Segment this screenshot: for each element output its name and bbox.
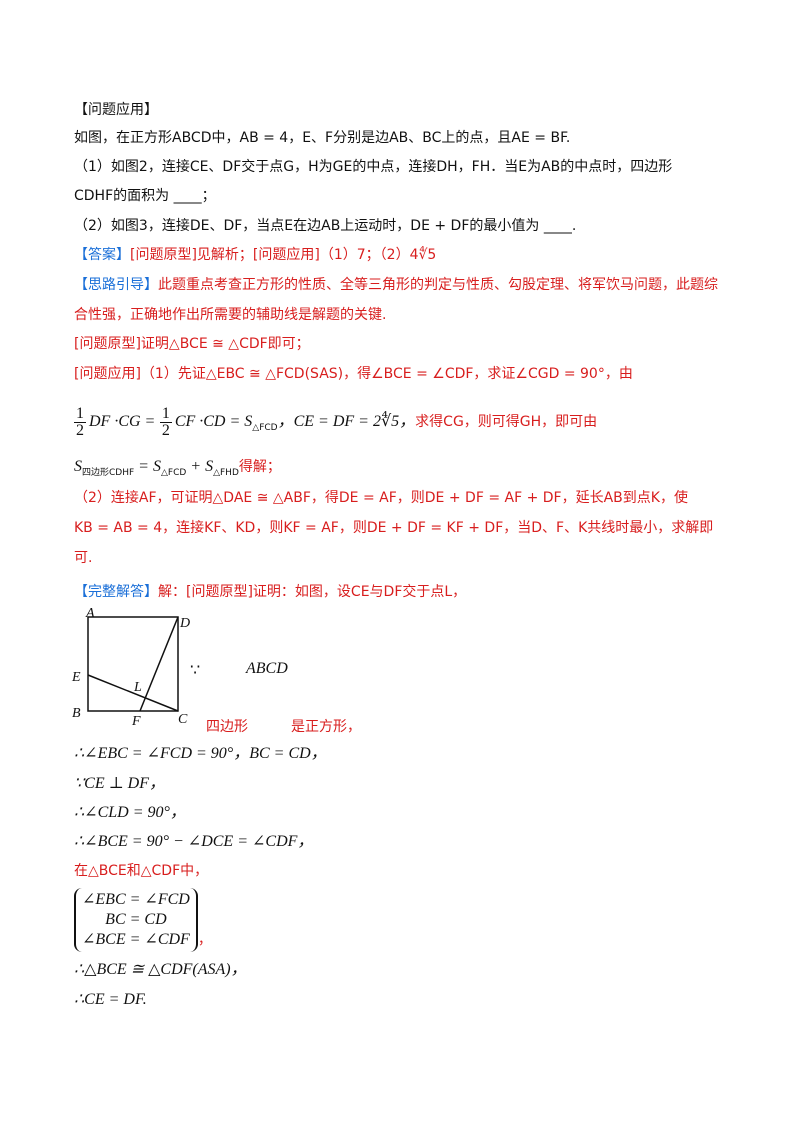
step-5: 在△BCE和△CDF中，	[74, 863, 209, 879]
fraction-numerator: 1	[74, 404, 86, 423]
equation-system: ∠EBC = ∠FCD BC = CD ∠BCE = ∠CDF ，	[74, 888, 212, 952]
system-tail: ，	[197, 932, 212, 948]
fraction-equation-row: 1 2 DF ·CG = 1 2 CF ·CD = S△FCD，CE = DF = 2∜…	[74, 404, 597, 446]
analysis-proto: [问题原型]证明△BCE ≅ △CDF即可；	[74, 336, 310, 352]
analysis-q2-line-3: 可.	[74, 550, 93, 566]
label-e: E	[71, 670, 81, 685]
square-figure: A D E L B F C	[71, 606, 190, 729]
guide-label: 【思路引导】	[74, 277, 158, 293]
guide-text-2: 合性强，正确地作出所需要的辅助线是解题的关键.	[74, 307, 387, 323]
solution-label: 【完整解答】	[74, 584, 158, 600]
fraction-denominator: 2	[161, 421, 170, 439]
segment-ce	[87, 674, 179, 712]
area-sub-2: △FCD	[160, 467, 187, 478]
square-text-a: 四边形	[206, 719, 248, 735]
fraction-denominator: 2	[76, 421, 84, 439]
label-d: D	[179, 616, 190, 631]
analysis-q2-line-2: KB = AB = 4，连接KF、KD，则KF = AF，则DE + DF = …	[74, 520, 714, 536]
solution-intro: 解：[问题原型]证明：如图，设CE与DF交于点L，	[158, 584, 467, 600]
system-line-3: ∠BCE = ∠CDF	[82, 931, 190, 948]
square-text-b: 是正方形，	[291, 719, 361, 735]
guide-row-1: 【思路引导】此题重点考查正方形的性质、全等三角形的判定与性质、勾股定理、将军饮马…	[74, 275, 718, 295]
label-a: A	[85, 606, 95, 621]
equation-part-a: DF ·CG =	[89, 413, 156, 430]
step-7: ∴CE = DF.	[74, 991, 147, 1008]
equation-part-c: ，CE = DF = 2∜5，	[277, 413, 416, 430]
area-tail: 得解；	[238, 459, 281, 475]
system-brace: ∠EBC = ∠FCD BC = CD ∠BCE = ∠CDF	[74, 888, 198, 952]
question-1-line-2: CDHF的面积为 ____；	[74, 188, 216, 204]
area-equation-row: S四边形CDHF = S△FCD + S△FHD得解；	[74, 457, 281, 483]
section-title: 【问题应用】	[74, 102, 158, 118]
area-s: S	[74, 458, 82, 475]
label-f: F	[131, 714, 141, 729]
label-b: B	[72, 706, 81, 721]
equation-part-b-sub: △FCD	[252, 422, 278, 433]
system-line-2: BC = CD	[105, 911, 167, 928]
equation-part-b: CF ·CD = S	[174, 413, 253, 430]
step-3: ∴∠CLD = 90°，	[74, 804, 186, 821]
fraction-numerator: 1	[159, 404, 172, 423]
step-4: ∴∠BCE = 90° − ∠DCE = ∠CDF，	[74, 833, 314, 850]
square-abcd	[87, 616, 179, 712]
label-c: C	[178, 712, 188, 727]
system-line-1: ∠EBC = ∠FCD	[82, 891, 190, 908]
question-1-line-1: （1）如图2，连接CE、DF交于点G，H为GE的中点，连接DH，FH．当E为AB…	[74, 159, 673, 175]
guide-text-1: 此题重点考查正方形的性质、全等三角形的判定与性质、勾股定理、将军饮马问题，此题综	[158, 277, 718, 293]
label-l: L	[133, 680, 142, 695]
analysis-q2-line-1: （2）连接AF，可证明△DAE ≅ △ABF，得DE = AF，则DE + DF…	[74, 490, 688, 506]
step-1: ∴∠EBC = ∠FCD = 90°，BC = CD，	[74, 745, 327, 762]
area-sub-3: △FHD	[213, 467, 239, 478]
answer-row: 【答案】[问题原型]见解析；[问题应用]（1）7；（2）4∜5	[74, 245, 436, 265]
area-mid-2: + S	[186, 458, 214, 475]
problem-intro: 如图，在正方形ABCD中，AB = 4，E、F分别是边AB、BC上的点，且AE …	[74, 130, 571, 146]
answer-text: [问题原型]见解析；[问题应用]（1）7；（2）4∜5	[130, 247, 437, 263]
analysis-app-1: [问题应用]（1）先证△EBC ≅ △FCD(SAS)，得∠BCE = ∠CDF…	[74, 366, 633, 382]
equation-tail: 求得CG，则可得GH，即可由	[415, 414, 598, 430]
answer-label: 【答案】	[74, 247, 130, 263]
area-sub-1: 四边形CDHF	[82, 467, 135, 478]
square-name: ABCD	[246, 660, 288, 677]
because-symbol: ∵	[190, 662, 201, 679]
question-2: （2）如图3，连接DE、DF，当点E在边AB上运动时，DE + DF的最小值为 …	[74, 218, 577, 234]
step-6: ∴△BCE ≅ △CDF(ASA)，	[74, 961, 247, 978]
step-2: ∵CE ⊥ DF，	[74, 775, 166, 792]
segment-df	[139, 616, 179, 712]
area-mid-1: = S	[134, 458, 161, 475]
solution-intro-row: 【完整解答】解：[问题原型]证明：如图，设CE与DF交于点L，	[74, 582, 466, 602]
